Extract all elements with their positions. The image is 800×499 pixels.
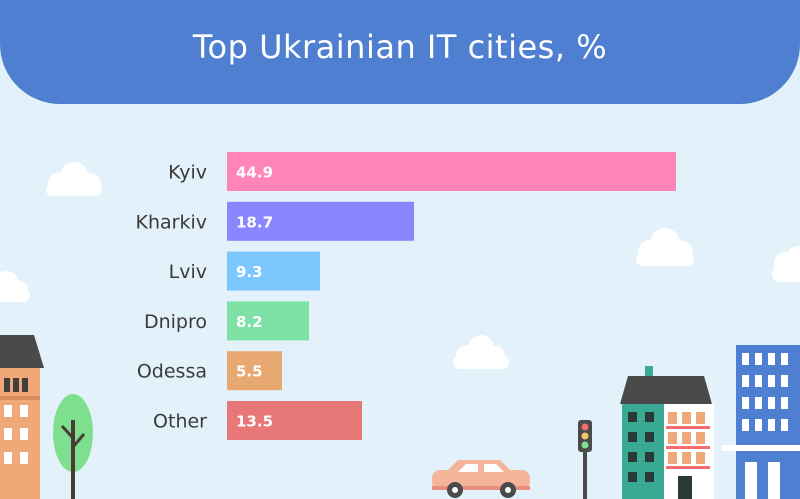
chart-title: Top Ukrainian IT cities, % (192, 28, 608, 66)
category-label: Kyiv (168, 162, 207, 184)
category-label: Odessa (137, 361, 207, 383)
cloud-icon (636, 228, 694, 266)
value-label: 18.7 (236, 213, 273, 231)
building-left (0, 335, 44, 499)
building-right (722, 345, 800, 499)
category-label: Dnipro (144, 311, 207, 333)
bar-kyiv (227, 152, 676, 191)
value-label: 9.3 (236, 263, 263, 281)
cloud-icon (772, 246, 800, 282)
title-banner (0, 0, 800, 104)
bar-kharkiv (227, 201, 414, 241)
category-label: Kharkiv (136, 211, 207, 233)
cloud-icon (453, 335, 509, 369)
bar-lviv (227, 251, 320, 291)
value-label: 13.5 (236, 413, 273, 431)
value-label: 5.5 (236, 363, 263, 381)
building-middle (620, 366, 714, 499)
cloud-icon (0, 271, 30, 302)
bar-other (227, 401, 362, 440)
category-label: Other (153, 411, 207, 433)
cloud-icon (46, 162, 102, 196)
traffic-light (578, 420, 592, 499)
bar-odessa (227, 351, 282, 391)
tree (53, 394, 93, 499)
category-label: Lviv (169, 261, 207, 283)
value-label: 8.2 (236, 313, 263, 331)
value-label: 44.9 (236, 164, 273, 182)
bar-dnipro (227, 301, 309, 341)
car (432, 460, 530, 498)
